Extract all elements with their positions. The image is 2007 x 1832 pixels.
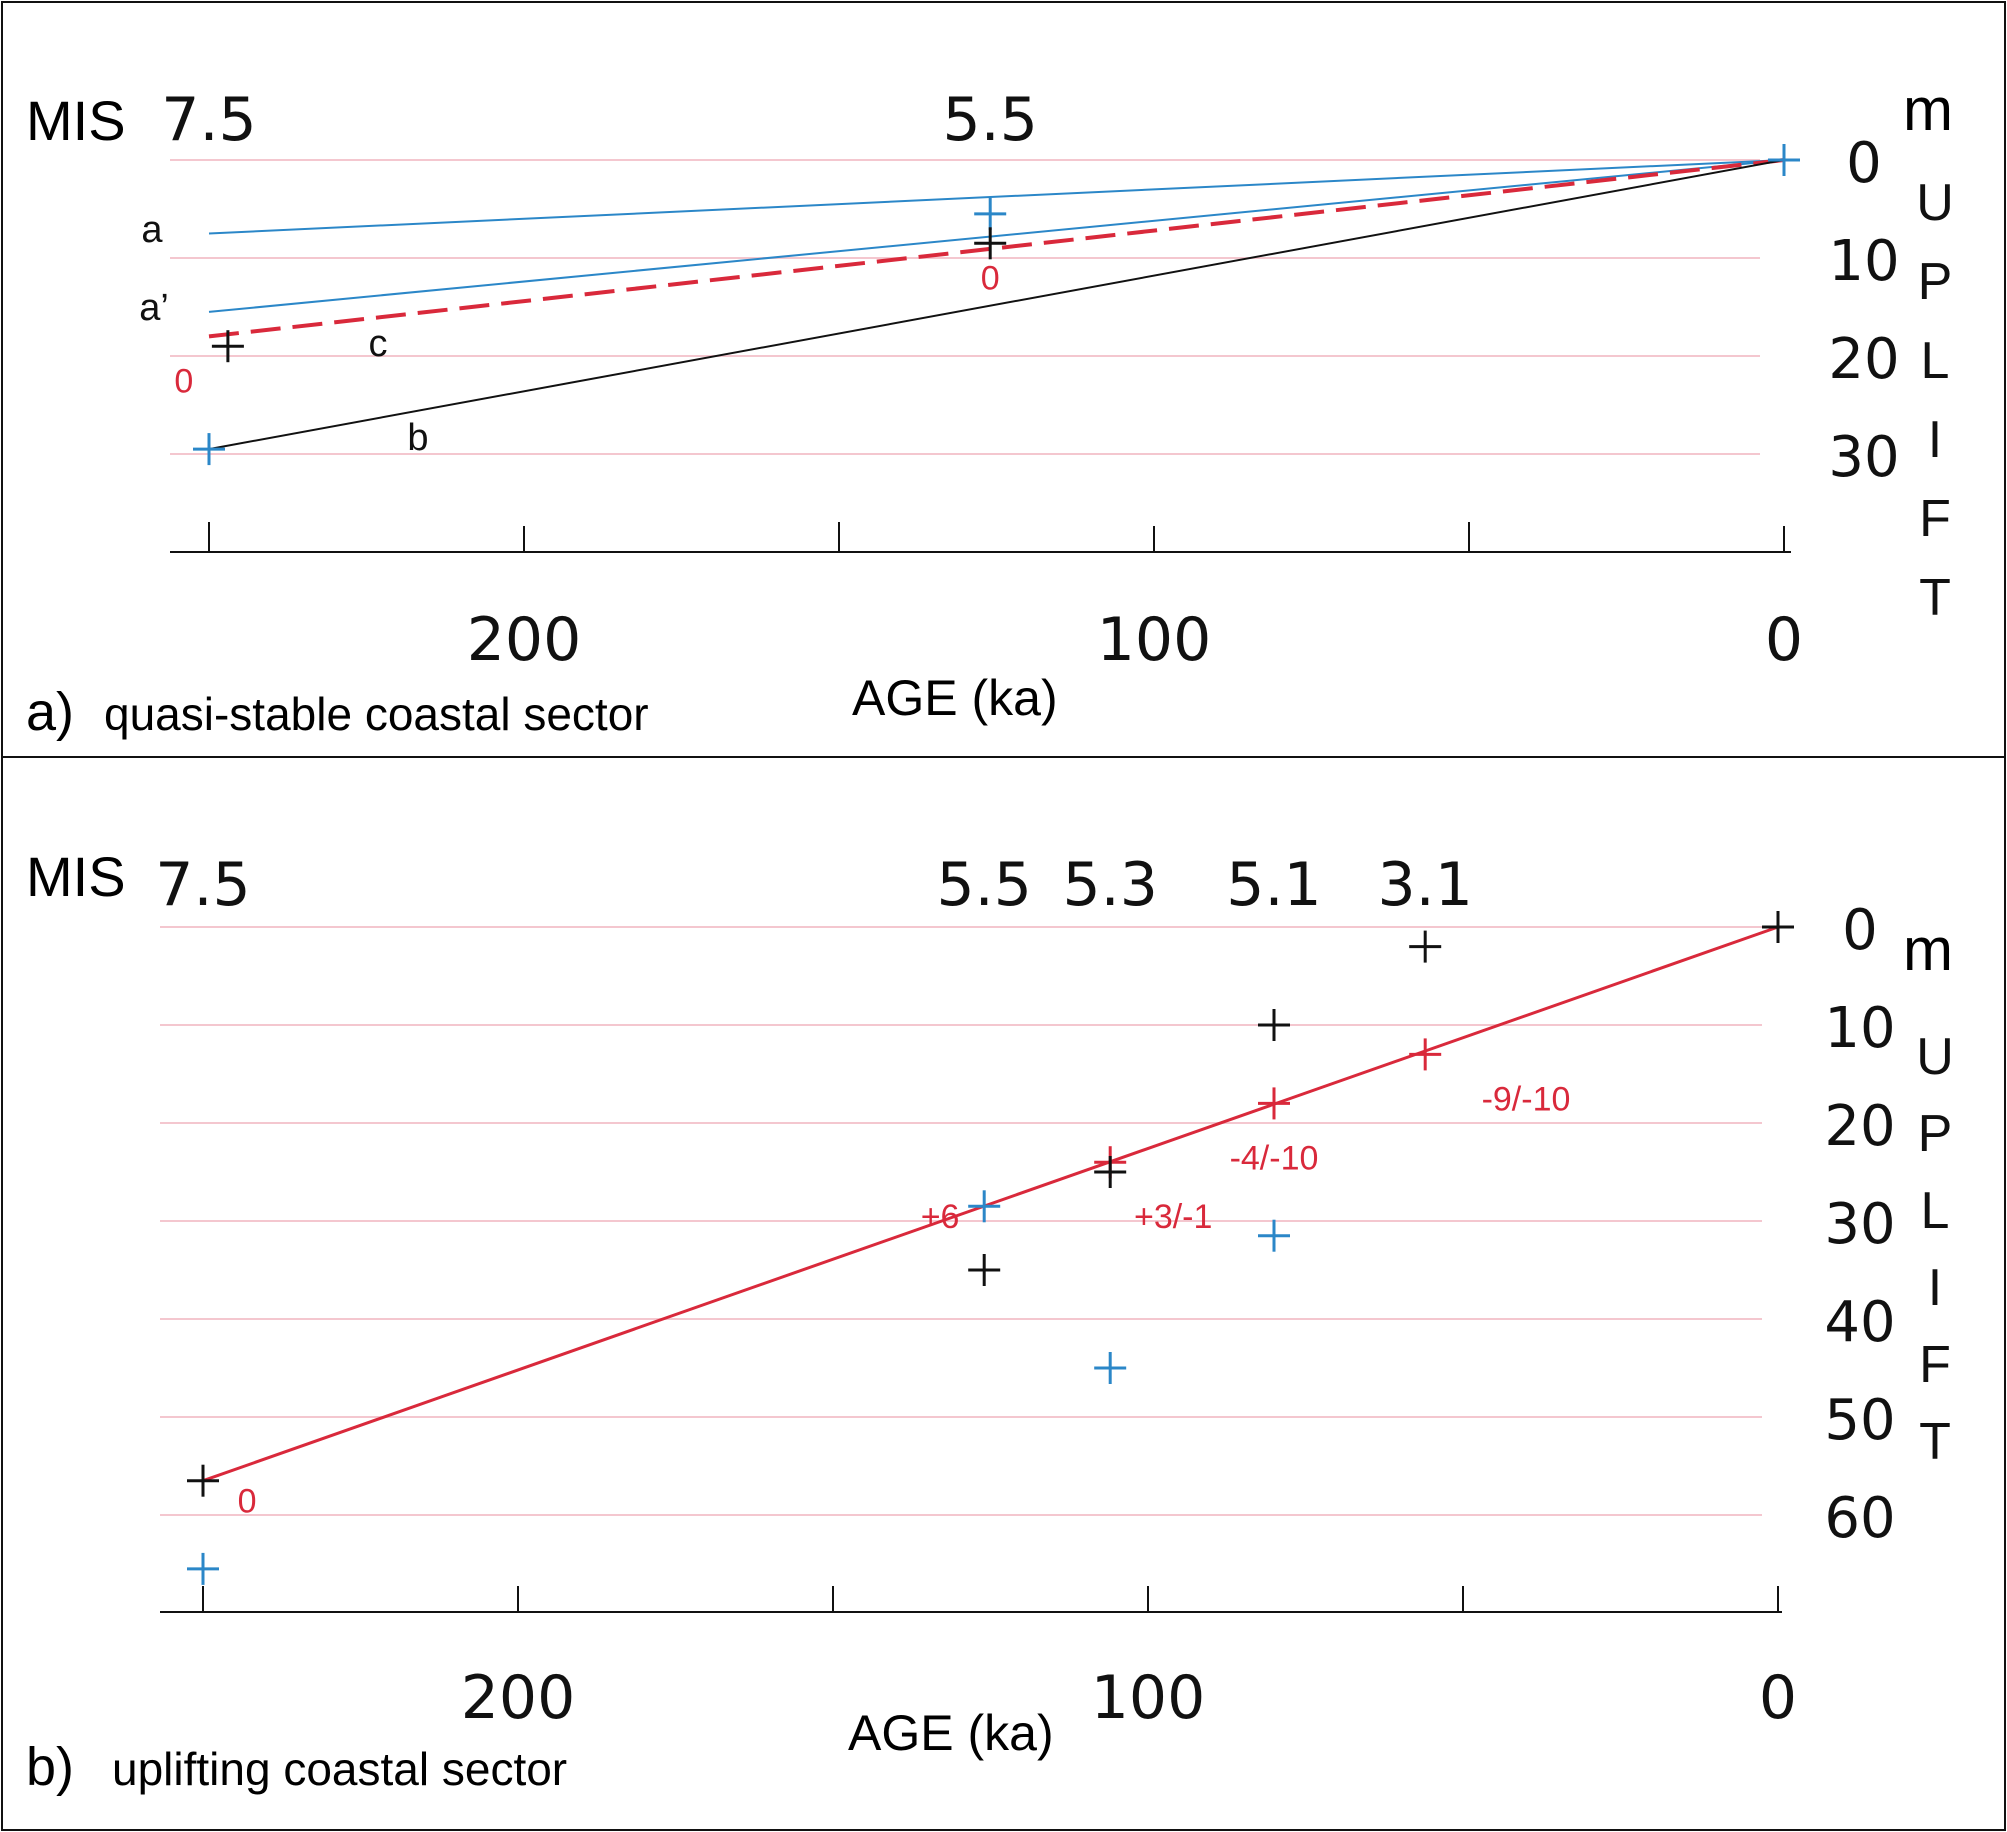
panel-a-uplift-letter: P [1918,253,1953,311]
panel-b-annotation: 0 [238,1482,257,1520]
panel-a-uplift-letter: I [1928,411,1942,469]
panel-b-y-tick-label: 50 [1824,1388,1895,1453]
panel-b-marker [1258,1009,1290,1041]
panel-b-annotation: +3/-1 [1134,1198,1212,1236]
panel-b-marker [1409,930,1442,963]
panel-b-uplift-letter: T [1919,1413,1951,1471]
panel-a-uplift-letter: L [1921,332,1950,390]
panel-a: MIS m AGE (ka) a) quasi-stable coastal s… [26,76,1954,742]
panel-a-marker [974,227,1007,260]
panel-b-unit-label: m [1903,916,1953,983]
panel-a-marker [211,330,244,363]
panel-b-marker [1258,1087,1290,1120]
panel-a-uplift-letter: F [1919,490,1951,548]
panel-b-x-tick-label: 100 [1091,1663,1206,1733]
panel-b: MIS m AGE (ka) b) uplifting coastal sect… [26,845,1954,1797]
panel-b-label: b) [26,1737,74,1797]
panel-b-uplift-letter: F [1919,1336,1951,1394]
panel-b-mis-label: MIS [26,845,126,908]
panel-b-mis-stage-label: 3.1 [1377,850,1472,920]
panel-a-y-tick-label: 30 [1828,425,1899,490]
panel-a-series-line-b [208,159,1785,451]
panel-a-annotation: 0 [174,363,193,401]
panel-a-y-tick-label: 0 [1846,131,1882,196]
panel-a-label: a) [26,682,74,742]
panel-a-series-label-c: c [369,323,388,365]
panel-b-marker [1258,1219,1290,1252]
panel-b-x-tick-label: 200 [461,1663,576,1733]
panel-b-marker [968,1254,1001,1286]
panel-a-series-label-a: a [141,209,163,251]
panel-a-series-line-a-prime [208,159,1785,313]
panel-b-uplift-letter: I [1928,1259,1942,1317]
panel-b-annotation: +6 [921,1198,960,1236]
panel-a-x-axis-title: AGE (ka) [852,670,1058,726]
panel-b-marker [968,1190,1001,1223]
panel-b-annotations: -9/-10 -4/-10 +3/-1 +6 0 [238,1081,1571,1521]
panel-b-mis-stage-label: 5.3 [1062,850,1157,920]
panel-b-annotation: -9/-10 [1482,1081,1571,1119]
panel-b-marker [1094,1352,1127,1384]
panel-b-uplift-letter: U [1916,1028,1954,1086]
panel-a-annotation: 0 [981,260,1000,298]
panel-b-title: uplifting coastal sector [112,1743,567,1795]
panel-a-marker [1768,144,1800,176]
panel-b-grid [160,926,1762,1516]
panel-a-uplift-letter: U [1916,174,1954,232]
panel-b-marker [187,1552,219,1585]
panel-b-marker [187,1464,219,1497]
panel-a-x-tick-label: 0 [1765,605,1803,675]
panel-a-y-tick-label: 20 [1828,327,1899,392]
panel-a-series-line-c [208,158,1785,339]
panel-b-uplift-letter: P [1918,1105,1953,1163]
panel-b-marker [1094,1156,1127,1188]
panel-b-y-tick-label: 60 [1824,1486,1895,1551]
panel-b-y-tick-label: 40 [1824,1290,1895,1355]
panel-a-unit-label: m [1903,76,1953,143]
panel-a-title: quasi-stable coastal sector [104,688,649,740]
panel-a-lines [208,158,1785,451]
panel-b-x-tick-label: 0 [1759,1663,1797,1733]
panel-b-mis-stage-label: 5.1 [1226,850,1321,920]
panel-a-mis-label: MIS [26,89,126,152]
panel-b-markers [187,911,1794,1585]
panel-a-grid [170,159,1760,455]
panel-a-markers [193,144,1800,466]
panel-b-y-tick-label: 10 [1824,996,1895,1061]
panel-b-mis-stage-label: 7.5 [155,850,250,920]
panel-a-series-line-a [208,159,1785,235]
panel-b-mis-stage-label: 5.5 [936,850,1031,920]
panel-b-x-axis-title: AGE (ka) [848,1705,1054,1761]
panel-a-mis-stage-label: 5.5 [942,85,1037,155]
panel-b-y-tick-label: 30 [1824,1192,1895,1257]
panel-b-y-tick-label: 20 [1824,1094,1895,1159]
panel-a-marker [193,433,225,466]
panel-a-marker [974,197,1007,230]
panel-a-annotations: a a’ c b 0 0 [139,209,999,459]
panel-a-y-tick-label: 10 [1828,229,1899,294]
panel-b-annotation: -4/-10 [1230,1139,1319,1177]
panel-a-uplift-letter: T [1919,569,1951,627]
panel-b-uplift-letter: L [1921,1182,1950,1240]
panel-a-series-label-a-prime: a’ [139,287,169,329]
panel-b-marker [1762,911,1794,943]
panel-a-series-label-b: b [407,417,428,459]
panel-b-lines [202,925,1779,1483]
panel-b-series-line-uplift-line [202,925,1779,1483]
panel-b-marker [1409,1038,1442,1071]
panel-a-mis-stage-label: 7.5 [161,85,256,155]
panel-a-x-tick-label: 100 [1097,605,1212,675]
panel-a-x-tick-label: 200 [467,605,582,675]
panel-b-y-tick-label: 0 [1842,898,1878,963]
